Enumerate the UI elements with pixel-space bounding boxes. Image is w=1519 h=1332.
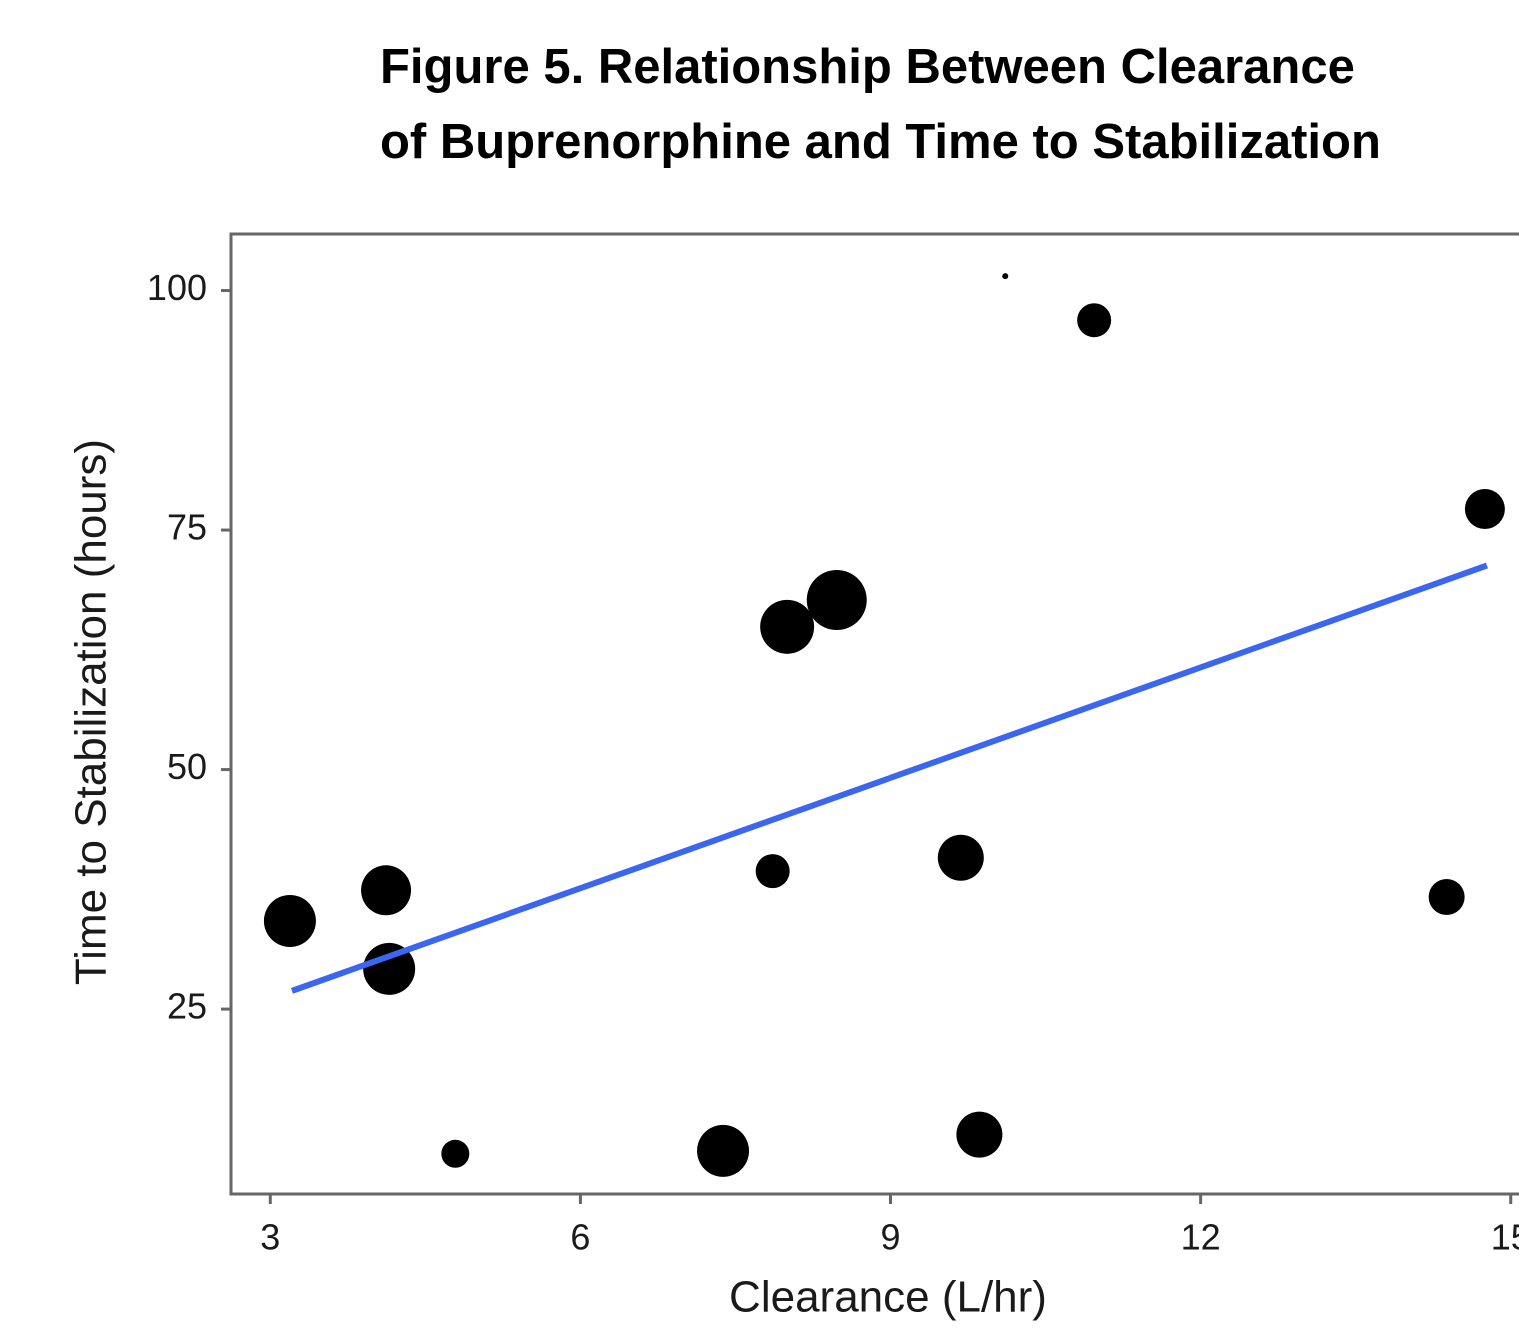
point — [937, 834, 984, 881]
y-tick-label: 25 — [167, 986, 207, 1027]
plot-frame — [229, 232, 1519, 1196]
y-tick-label: 50 — [167, 746, 207, 787]
y-tick-label: 75 — [167, 507, 207, 548]
chart-title: of Buprenorphine and Time to Stabilizati… — [380, 115, 1381, 169]
chart-title: Figure 5. Relationship Between Clearance — [380, 40, 1355, 94]
y-axis-label: Time to Stabilization (hours) — [67, 439, 116, 985]
x-tick-label: 15 — [1491, 1217, 1519, 1258]
point — [1002, 273, 1009, 280]
point — [1464, 488, 1505, 529]
point — [755, 854, 790, 889]
x-tick-label: 6 — [570, 1217, 590, 1258]
x-axis-label: Clearance (L/hr) — [729, 1273, 1047, 1322]
point — [361, 865, 412, 916]
x-tick-label: 12 — [1181, 1217, 1221, 1258]
point — [956, 1111, 1003, 1158]
point — [363, 942, 416, 995]
point — [1428, 878, 1465, 915]
x-tick-label: 3 — [260, 1217, 280, 1258]
point — [806, 569, 867, 630]
trend-line — [290, 562, 1488, 994]
point — [760, 599, 815, 654]
point — [697, 1124, 750, 1177]
x-tick-label: 9 — [880, 1217, 900, 1258]
y-tick-label: 100 — [147, 267, 207, 308]
point — [1077, 303, 1112, 338]
point — [441, 1139, 470, 1168]
point — [263, 894, 316, 947]
